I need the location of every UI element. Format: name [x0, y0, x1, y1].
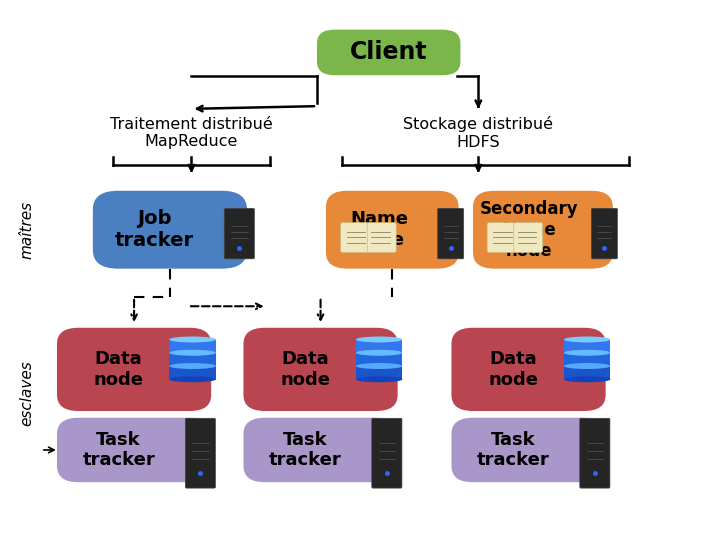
- Ellipse shape: [564, 376, 611, 382]
- Ellipse shape: [356, 376, 402, 382]
- Text: Job
tracker: Job tracker: [115, 209, 194, 250]
- FancyBboxPatch shape: [580, 418, 610, 488]
- FancyBboxPatch shape: [451, 328, 606, 411]
- FancyBboxPatch shape: [169, 366, 216, 379]
- Text: Data
node: Data node: [488, 350, 538, 389]
- FancyBboxPatch shape: [356, 366, 402, 379]
- Text: Stockage distribué
HDFS: Stockage distribué HDFS: [403, 116, 554, 150]
- Ellipse shape: [564, 350, 611, 356]
- FancyBboxPatch shape: [326, 191, 459, 269]
- Text: maîtres: maîtres: [19, 201, 34, 259]
- FancyBboxPatch shape: [564, 340, 611, 353]
- Ellipse shape: [356, 350, 402, 356]
- Text: Data
node: Data node: [94, 350, 144, 389]
- Ellipse shape: [564, 363, 611, 369]
- Text: esclaves: esclaves: [19, 361, 34, 427]
- Ellipse shape: [356, 336, 402, 342]
- Text: Task
tracker: Task tracker: [269, 430, 341, 469]
- Ellipse shape: [169, 336, 216, 342]
- Text: Traitement distribué
MapReduce: Traitement distribué MapReduce: [110, 117, 273, 149]
- FancyBboxPatch shape: [591, 208, 618, 259]
- FancyBboxPatch shape: [367, 222, 396, 252]
- FancyBboxPatch shape: [372, 418, 402, 488]
- FancyBboxPatch shape: [224, 208, 254, 259]
- FancyBboxPatch shape: [356, 340, 402, 353]
- FancyBboxPatch shape: [487, 222, 516, 252]
- Text: Data
node: Data node: [280, 350, 330, 389]
- FancyBboxPatch shape: [514, 222, 543, 252]
- FancyBboxPatch shape: [169, 353, 216, 366]
- Ellipse shape: [564, 336, 611, 342]
- FancyBboxPatch shape: [57, 328, 211, 411]
- Ellipse shape: [169, 363, 216, 369]
- Text: Task
tracker: Task tracker: [82, 430, 155, 469]
- FancyBboxPatch shape: [438, 208, 464, 259]
- FancyBboxPatch shape: [564, 366, 611, 379]
- FancyBboxPatch shape: [243, 328, 397, 411]
- FancyBboxPatch shape: [169, 340, 216, 353]
- Ellipse shape: [169, 376, 216, 382]
- Ellipse shape: [169, 350, 216, 356]
- Text: Client: Client: [350, 40, 428, 64]
- FancyBboxPatch shape: [93, 191, 247, 269]
- Text: Name
node: Name node: [350, 210, 408, 249]
- FancyBboxPatch shape: [185, 418, 215, 488]
- FancyBboxPatch shape: [341, 222, 369, 252]
- FancyBboxPatch shape: [317, 30, 460, 75]
- FancyBboxPatch shape: [451, 418, 606, 482]
- FancyBboxPatch shape: [564, 353, 611, 366]
- FancyBboxPatch shape: [356, 353, 402, 366]
- FancyBboxPatch shape: [57, 418, 211, 482]
- Text: Task
tracker: Task tracker: [477, 430, 549, 469]
- Ellipse shape: [356, 363, 402, 369]
- Text: Secondary
Name
node: Secondary Name node: [480, 200, 578, 260]
- FancyBboxPatch shape: [473, 191, 613, 269]
- FancyBboxPatch shape: [243, 418, 397, 482]
